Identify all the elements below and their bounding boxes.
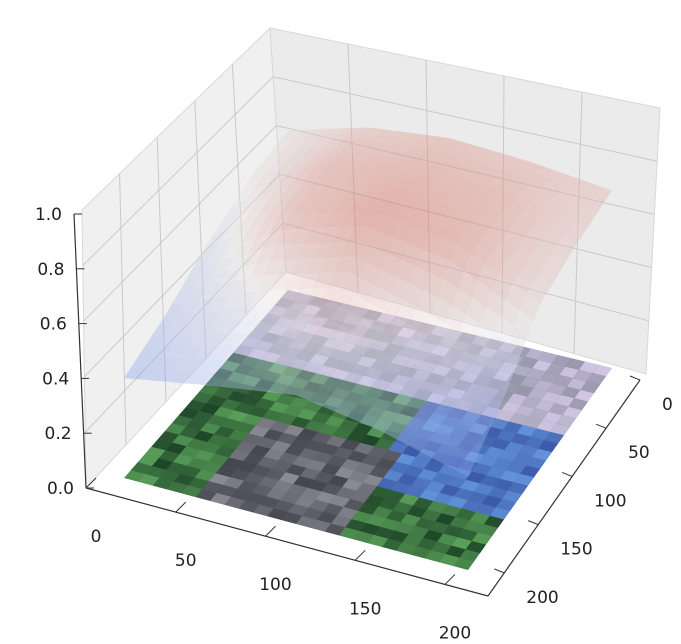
z-tick-label: 0.8 — [37, 260, 64, 280]
x-tick-label: 100 — [259, 575, 291, 595]
z-tick-label: 0.0 — [47, 479, 74, 499]
y-tick-label: 50 — [628, 443, 650, 463]
x-axis: 0 50 100 150 200 — [85, 477, 489, 643]
x-tick-label: 50 — [175, 551, 197, 571]
x-tick-label: 0 — [91, 527, 102, 547]
z-axis: 0.0 0.2 0.4 0.6 0.8 1.0 — [35, 205, 94, 499]
y-axis: 0 50 100 150 200 — [487, 375, 673, 608]
z-tick-label: 0.2 — [45, 424, 72, 444]
back-pane-right — [269, 27, 661, 375]
x-tick-label: 200 — [439, 623, 471, 643]
z-tick-label: 0.4 — [42, 369, 69, 389]
y-tick-label: 200 — [526, 588, 558, 608]
grid-lines — [82, 43, 658, 445]
z-tick-label: 1.0 — [35, 205, 62, 225]
y-tick-label: 0 — [662, 395, 673, 415]
floor-image — [124, 290, 612, 570]
x-tick-label: 150 — [349, 599, 381, 619]
y-tick-label: 100 — [594, 491, 626, 511]
y-tick-label: 150 — [560, 540, 592, 560]
surface-mesh — [124, 127, 612, 477]
z-tick-label: 0.6 — [40, 315, 67, 335]
